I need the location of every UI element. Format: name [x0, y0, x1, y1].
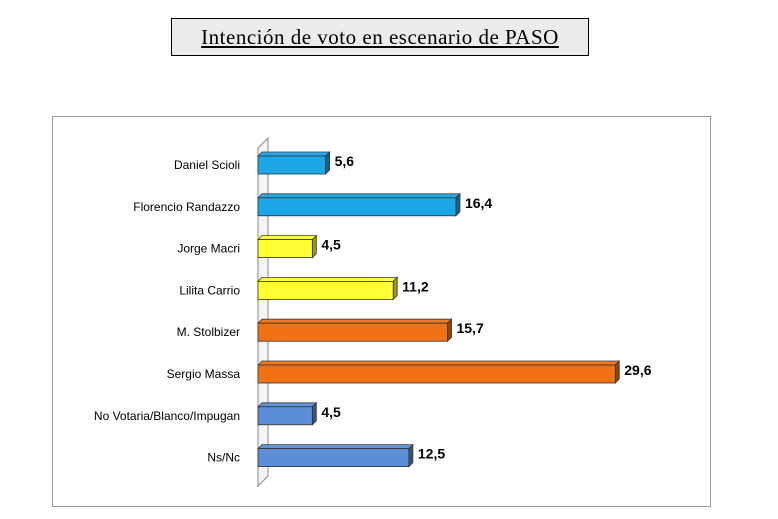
- chart-title-box: Intención de voto en escenario de PASO: [171, 18, 589, 56]
- bar-top-face: [257, 318, 453, 324]
- category-label: Florencio Randazzo: [133, 200, 240, 214]
- bar-side-face: [311, 401, 317, 426]
- value-labels: 5,6 16,4 4,5 11,2 15,7 29,6 4,5 12,5: [321, 153, 651, 462]
- axis-wall-face: [257, 136, 269, 488]
- bar-top-face: [257, 151, 331, 157]
- bar-front-face: [257, 280, 394, 300]
- bar-3: [257, 276, 399, 301]
- bar-side-face: [408, 443, 414, 468]
- bar-side-face: [311, 234, 317, 259]
- bar-side-face: [392, 276, 398, 301]
- category-labels: Daniel Scioli Florencio Randazzo Jorge Mac…: [94, 158, 240, 465]
- bar-front-face: [257, 197, 457, 217]
- bars-group: [257, 151, 621, 468]
- bar-1: [257, 192, 461, 217]
- bar-front-face: [257, 322, 448, 342]
- bar-front-face: [257, 406, 313, 426]
- bar-side-face: [447, 318, 452, 343]
- value-label: 4,5: [321, 404, 341, 420]
- bar-top-face: [257, 235, 318, 241]
- value-label: 5,6: [335, 153, 355, 169]
- bar-7: [257, 443, 414, 468]
- chart-title: Intención de voto en escenario de PASO: [201, 24, 559, 49]
- bar-top-face: [257, 193, 461, 199]
- bar-front-face: [257, 239, 313, 259]
- value-label: 12,5: [418, 446, 445, 462]
- bar-6: [257, 401, 318, 426]
- category-label: Daniel Scioli: [174, 158, 240, 172]
- bar-0: [257, 151, 331, 175]
- bar-front-face: [257, 448, 410, 468]
- category-label: Ns/Nc: [207, 451, 240, 465]
- plot-area: [52, 116, 711, 507]
- bar-2: [257, 234, 318, 259]
- category-label: Sergio Massa: [167, 367, 241, 381]
- category-label: Jorge Macri: [177, 242, 240, 256]
- value-label: 11,2: [402, 278, 429, 294]
- axis-wall: [257, 136, 269, 488]
- bar-front-face: [257, 364, 616, 384]
- category-label: No Votaria/Blanco/Impugan: [94, 409, 240, 423]
- bar-5: [257, 360, 621, 384]
- value-label: 4,5: [321, 237, 341, 253]
- value-label: 29,6: [624, 362, 651, 378]
- bar-4: [257, 318, 453, 343]
- value-label: 16,4: [465, 195, 492, 211]
- bar-side-face: [325, 151, 330, 175]
- category-label: Lilita Carrio: [179, 283, 240, 297]
- category-label: M. Stolbizer: [177, 325, 240, 339]
- bar-top-face: [257, 444, 414, 450]
- bar-side-face: [614, 360, 620, 384]
- bar-top-face: [257, 402, 318, 408]
- bar-side-face: [455, 192, 461, 217]
- bar-top-face: [257, 276, 399, 282]
- value-label: 15,7: [456, 320, 483, 336]
- bar-front-face: [257, 155, 326, 175]
- bar-top-face: [257, 360, 621, 366]
